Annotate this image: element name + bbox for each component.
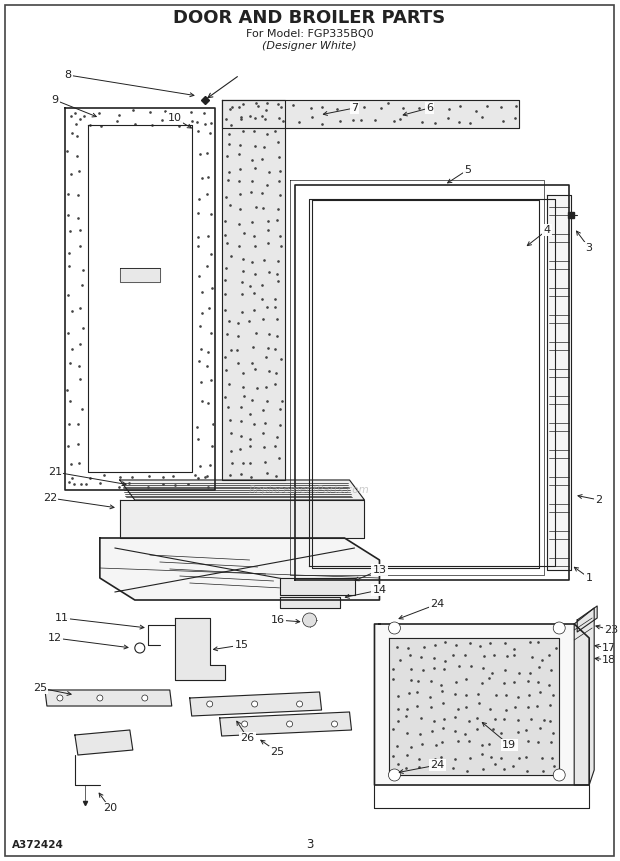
Polygon shape bbox=[219, 712, 352, 736]
Text: 8: 8 bbox=[64, 70, 71, 80]
Text: 9: 9 bbox=[51, 95, 58, 105]
Circle shape bbox=[135, 643, 145, 653]
Text: 26: 26 bbox=[241, 733, 255, 743]
Polygon shape bbox=[190, 692, 322, 716]
Text: 3: 3 bbox=[586, 243, 593, 253]
Polygon shape bbox=[120, 480, 365, 500]
Text: 6: 6 bbox=[426, 103, 433, 113]
Text: 18: 18 bbox=[602, 655, 616, 665]
Text: 23: 23 bbox=[604, 625, 618, 635]
Text: 19: 19 bbox=[502, 740, 516, 750]
Text: 17: 17 bbox=[602, 643, 616, 653]
Text: 2: 2 bbox=[596, 495, 603, 505]
Circle shape bbox=[553, 622, 565, 634]
Polygon shape bbox=[280, 578, 355, 595]
Text: 25: 25 bbox=[33, 683, 47, 693]
Circle shape bbox=[553, 769, 565, 781]
Polygon shape bbox=[175, 618, 224, 680]
Circle shape bbox=[286, 721, 293, 727]
Text: 7: 7 bbox=[351, 103, 358, 113]
Text: 12: 12 bbox=[48, 633, 62, 643]
Circle shape bbox=[332, 721, 337, 727]
Text: 1: 1 bbox=[586, 573, 593, 583]
Polygon shape bbox=[312, 200, 539, 568]
Text: 24: 24 bbox=[430, 599, 445, 609]
Circle shape bbox=[296, 701, 303, 707]
Text: 21: 21 bbox=[48, 467, 62, 477]
Polygon shape bbox=[100, 538, 379, 600]
Circle shape bbox=[242, 721, 247, 727]
Text: ReplacementParts.com: ReplacementParts.com bbox=[249, 485, 370, 495]
Circle shape bbox=[57, 695, 63, 701]
Polygon shape bbox=[389, 638, 559, 775]
Polygon shape bbox=[222, 100, 520, 128]
Text: 3: 3 bbox=[306, 839, 313, 852]
Polygon shape bbox=[280, 597, 340, 608]
Text: 13: 13 bbox=[373, 565, 386, 575]
Circle shape bbox=[389, 769, 401, 781]
Text: 5: 5 bbox=[464, 165, 471, 175]
Circle shape bbox=[252, 701, 258, 707]
Text: For Model: FGP335BQ0: For Model: FGP335BQ0 bbox=[246, 29, 373, 39]
Polygon shape bbox=[88, 125, 192, 472]
Text: A372424: A372424 bbox=[12, 840, 64, 850]
Circle shape bbox=[303, 613, 317, 627]
Text: 11: 11 bbox=[55, 613, 69, 623]
Text: 4: 4 bbox=[544, 225, 551, 235]
Polygon shape bbox=[120, 500, 365, 538]
Text: 25: 25 bbox=[270, 747, 285, 757]
Polygon shape bbox=[574, 608, 594, 785]
Polygon shape bbox=[547, 195, 571, 570]
Circle shape bbox=[389, 622, 401, 634]
Text: 15: 15 bbox=[234, 640, 249, 650]
Text: (Designer White): (Designer White) bbox=[262, 41, 357, 51]
Polygon shape bbox=[222, 100, 285, 480]
Polygon shape bbox=[309, 199, 556, 566]
Polygon shape bbox=[75, 730, 133, 755]
Polygon shape bbox=[65, 108, 215, 490]
Circle shape bbox=[206, 701, 213, 707]
Text: 16: 16 bbox=[270, 615, 285, 625]
Polygon shape bbox=[120, 268, 160, 282]
Polygon shape bbox=[290, 180, 544, 575]
Circle shape bbox=[142, 695, 148, 701]
Text: 14: 14 bbox=[373, 585, 386, 595]
Circle shape bbox=[97, 695, 103, 701]
Text: 22: 22 bbox=[43, 493, 57, 503]
Polygon shape bbox=[577, 606, 597, 632]
Polygon shape bbox=[294, 185, 569, 580]
Text: 20: 20 bbox=[103, 803, 117, 813]
Text: 10: 10 bbox=[168, 113, 182, 123]
Polygon shape bbox=[374, 624, 589, 785]
Text: DOOR AND BROILER PARTS: DOOR AND BROILER PARTS bbox=[174, 9, 446, 27]
Polygon shape bbox=[45, 690, 172, 706]
Text: 24: 24 bbox=[430, 760, 445, 770]
